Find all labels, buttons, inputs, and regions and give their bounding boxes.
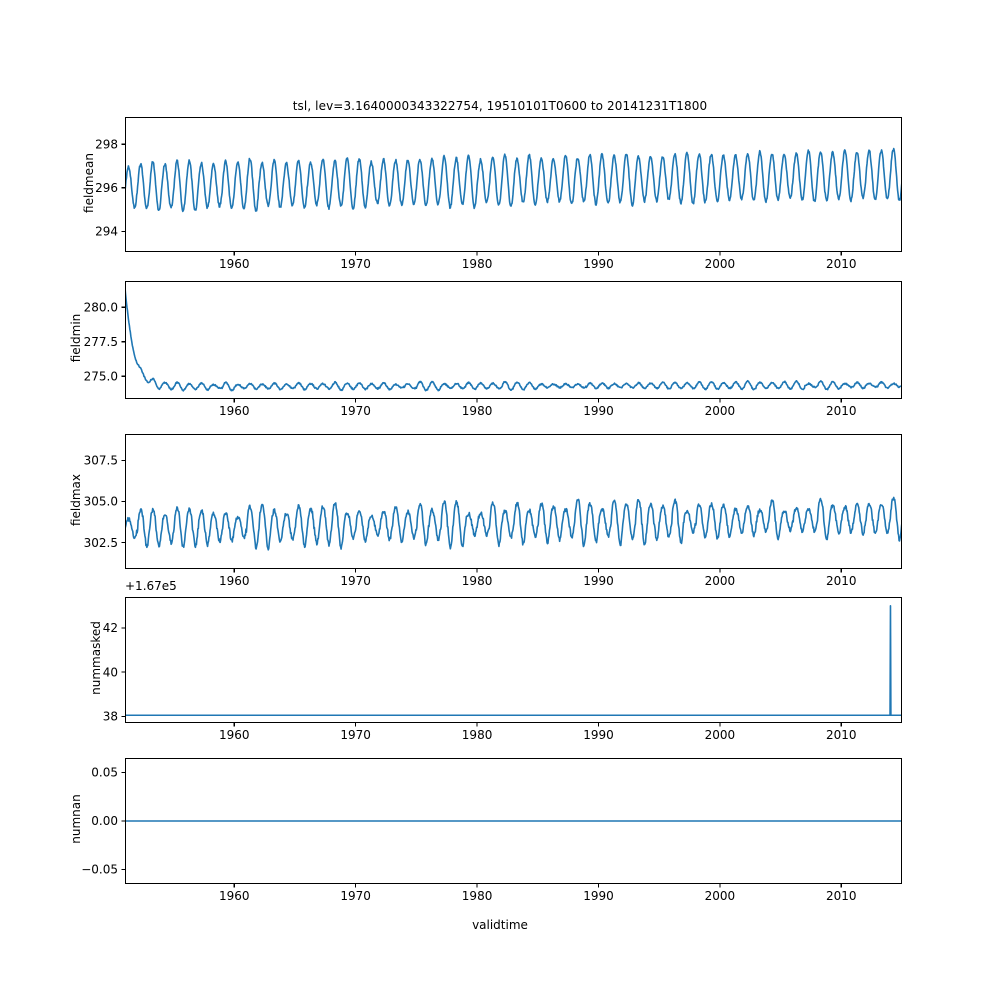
x-tick-label: 1960 [219,574,250,588]
y-axis-label-fieldmax: fieldmax [69,473,83,526]
x-tick-label: 1990 [583,889,614,903]
y-tick-label: 298 [95,137,118,151]
y-tick-label: 0.05 [91,766,118,780]
y-tick-label: 42 [103,621,118,635]
y-tick-label: 38 [103,710,118,724]
axes-spines [124,433,903,570]
y-tick-label: 280.0 [84,300,118,314]
x-tick-label: 1980 [462,257,493,271]
subplot-numnan: −0.05 0.00 0.05 1960 1970 1980 1990 2000 2010 [81,757,903,903]
x-tick-label: 1980 [462,889,493,903]
axes-spines [124,116,903,253]
x-tick-label: 1970 [340,257,371,271]
subplot-fieldmean: 294 296 298 1960 1970 1980 1990 2000 2010 [95,116,903,271]
x-tick-label: 1990 [583,257,614,271]
series-fieldmean [125,147,902,213]
y-tick-label: 0.00 [91,814,118,828]
x-tick-label: 2000 [705,574,736,588]
subplot-nummasked: 38 40 42 1960 1970 1980 1990 2000 2010 [103,596,903,742]
y-tick-label: 302.5 [84,536,118,550]
y-axis-offset-text: +1.67e5 [125,579,177,593]
x-tick-label: 1970 [340,889,371,903]
x-tick-label: 1960 [219,728,250,742]
y-tick-label: 277.5 [84,335,118,349]
x-tick-label: 1990 [583,404,614,418]
x-tick-label: 1980 [462,574,493,588]
x-tick-label: 1960 [219,889,250,903]
x-tick-label: 2000 [705,889,736,903]
figure-title: tsl, lev=3.1640000343322754, 19510101T06… [292,99,708,113]
x-tick-label: 1990 [583,728,614,742]
series-nummasked [125,605,902,717]
y-tick-label: 40 [103,665,118,679]
x-tick-label: 2000 [705,728,736,742]
x-tick-label: 1970 [340,404,371,418]
axes-spines [124,280,903,400]
series-fieldmin [125,286,902,392]
x-tick-label: 2000 [705,257,736,271]
y-axis-label-fieldmin: fieldmin [69,313,83,363]
y-tick-label: 307.5 [84,454,118,468]
x-tick-label: 2010 [826,404,857,418]
x-tick-label: 2000 [705,404,736,418]
x-tick-label: 1990 [583,574,614,588]
x-tick-label: 1980 [462,728,493,742]
axes-spines [124,757,903,885]
x-tick-label: 1960 [219,257,250,271]
y-tick-label: 275.0 [84,369,118,383]
series-fieldmax [125,496,902,551]
x-tick-label: 1960 [219,404,250,418]
x-tick-label: 2010 [826,889,857,903]
x-tick-label: 1970 [340,728,371,742]
x-tick-label: 1970 [340,574,371,588]
y-axis-label-nummasked: nummasked [88,621,103,695]
y-tick-label: 305.0 [84,495,118,509]
y-tick-label: 294 [95,225,118,239]
y-axis-label-fieldmean: fieldmean [82,152,97,213]
x-tick-label: 2010 [826,574,857,588]
x-tick-label: 2010 [826,257,857,271]
y-tick-label: 296 [95,181,118,195]
x-axis-label: validtime [472,918,528,932]
y-tick-label: −0.05 [81,863,118,877]
axes-spines [124,596,903,724]
subplot-fieldmax: 302.5 305.0 307.5 1960 1970 1980 1990 2000 2010 [84,433,903,588]
subplot-fieldmin: 275.0 277.5 280.0 1960 1970 1980 1990 2000 2010 [84,280,903,418]
x-tick-label: 2010 [826,728,857,742]
x-tick-label: 1980 [462,404,493,418]
y-axis-label-numnan: numnan [69,794,83,844]
